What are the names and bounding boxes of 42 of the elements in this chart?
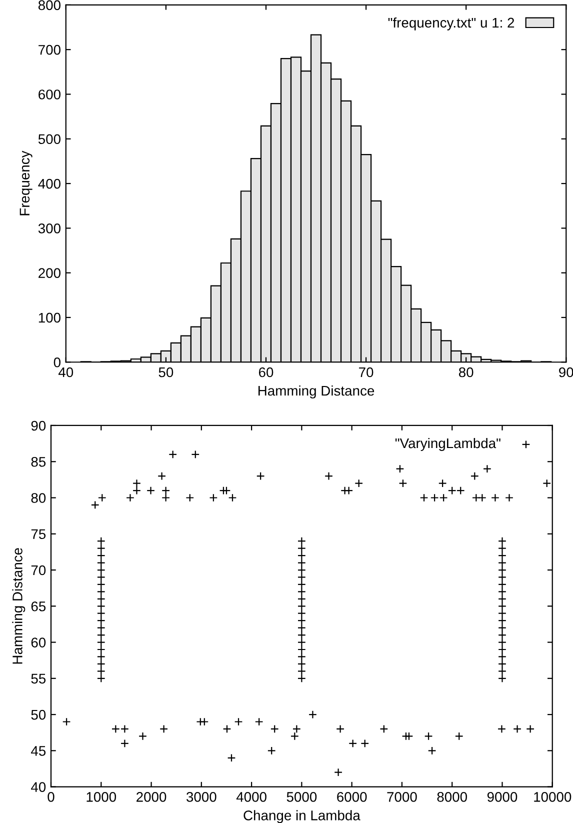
y-tick-label: 800 (38, 0, 60, 10)
y-tick-label: 90 (31, 420, 46, 431)
y-tick-label: 60 (31, 638, 46, 648)
y-tick-label: 80 (31, 493, 46, 503)
x-tick-label: 80 (458, 367, 474, 378)
x-tick-label: 60 (258, 367, 274, 378)
y-tick-label: 55 (31, 674, 46, 684)
y-tick-label: 70 (31, 565, 46, 576)
x-axis-title: Change in Lambda (244, 810, 360, 823)
x-tick-label: 10000 (534, 792, 572, 802)
y-axis-title: Hamming Distance (12, 548, 26, 664)
x-tick-label: 5000 (286, 792, 317, 802)
x-tick-label: 2000 (136, 792, 166, 802)
y-tick-label: 65 (31, 601, 46, 612)
y-tick-label: 50 (31, 710, 46, 720)
x-tick-label: 4000 (236, 792, 266, 802)
x-axis-title: Hamming Distance (258, 385, 374, 398)
y-axis-title: Frequency (20, 150, 32, 216)
x-tick-label: 50 (158, 367, 174, 378)
y-tick-label: 40 (31, 782, 46, 792)
y-tick-label: 0 (54, 357, 60, 368)
y-tick-label: 700 (38, 44, 60, 55)
x-tick-label: 7000 (387, 792, 417, 802)
y-tick-label: 400 (38, 178, 60, 189)
x-tick-label: 6000 (337, 792, 367, 802)
x-tick-label: 1000 (86, 792, 116, 802)
y-tick-label: 75 (31, 529, 46, 540)
x-tick-label: 70 (359, 367, 374, 378)
x-tick-label: 90 (559, 367, 573, 378)
y-tick-label: 300 (38, 224, 60, 234)
y-tick-label: 500 (38, 134, 60, 144)
legend-label: "frequency.txt" u 1: 2 (388, 17, 514, 30)
x-tick-label: 9000 (487, 792, 518, 802)
x-tick-label: 3000 (186, 792, 216, 802)
x-tick-label: 8000 (437, 792, 468, 802)
x-tick-label: 40 (58, 367, 74, 378)
y-tick-label: 100 (38, 312, 60, 323)
y-tick-label: 200 (38, 268, 60, 278)
y-tick-label: 45 (31, 746, 46, 756)
y-tick-label: 600 (38, 90, 60, 100)
legend-label: "VaryingLambda" (395, 438, 500, 451)
y-tick-label: 85 (31, 456, 46, 467)
